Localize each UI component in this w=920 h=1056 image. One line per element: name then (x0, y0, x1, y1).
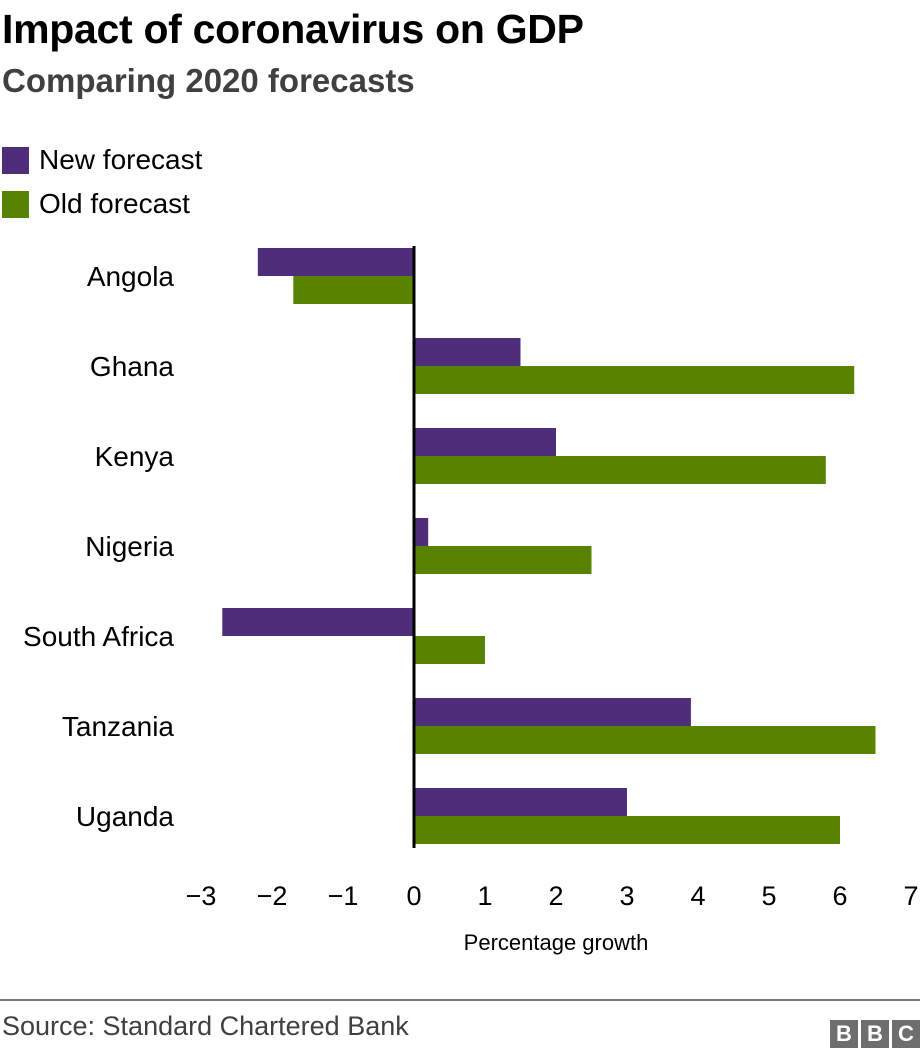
bar-old-forecast (414, 456, 826, 484)
bar-old-forecast (414, 636, 485, 664)
x-tick-label: 3 (619, 881, 634, 911)
source-note: Source: Standard Chartered Bank (2, 1011, 409, 1041)
legend-swatch-old-forecast (2, 190, 29, 218)
bar-old-forecast (414, 546, 592, 574)
bbc-logo-letter: C (892, 1020, 920, 1048)
x-tick-label: 7 (903, 881, 918, 911)
footer-divider (0, 999, 920, 1001)
bbc-logo-letter: B (861, 1020, 889, 1048)
x-tick-label: −3 (186, 881, 217, 911)
category-label: South Africa (23, 621, 174, 652)
x-tick-label: 6 (832, 881, 847, 911)
bar-chart: Angola Ghana Kenya Nigeria South Africa Tanza… (23, 246, 919, 955)
legend-swatch-new-forecast (2, 146, 29, 174)
legend-label-old-forecast: Old forecast (39, 188, 190, 219)
x-tick-label: 2 (548, 881, 563, 911)
x-tick-label: −1 (328, 881, 359, 911)
bar-new-forecast (414, 788, 627, 816)
x-tick-label: 0 (406, 881, 421, 911)
bar-new-forecast (414, 428, 556, 456)
bbc-logo-letter: B (830, 1020, 858, 1048)
category-label: Angola (87, 261, 175, 292)
category-label: Nigeria (85, 531, 174, 562)
x-tick-label: 1 (477, 881, 492, 911)
bars (222, 248, 876, 844)
bar-old-forecast (414, 366, 855, 394)
x-tick-label: −2 (257, 881, 288, 911)
category-label: Ghana (90, 351, 174, 382)
category-label: Kenya (95, 441, 175, 472)
legend-item-old-forecast: Old forecast (2, 182, 202, 226)
bar-new-forecast (222, 608, 414, 636)
legend-label-new-forecast: New forecast (39, 144, 203, 175)
legend-item-new-forecast: New forecast (2, 138, 202, 182)
legend: New forecast Old forecast (2, 138, 202, 226)
x-tick-label: 4 (690, 881, 705, 911)
bar-old-forecast (414, 726, 876, 754)
chart-subtitle: Comparing 2020 forecasts (2, 62, 415, 99)
x-tick-labels: −3 −2 −1 0 1 2 3 4 5 6 7 (186, 881, 919, 911)
bar-new-forecast (257, 248, 414, 276)
chart-title: Impact of coronavirus on GDP (2, 6, 584, 52)
category-label: Tanzania (62, 711, 175, 742)
x-axis-label: Percentage growth (464, 930, 649, 955)
category-labels: Angola Ghana Kenya Nigeria South Africa Tanza… (23, 261, 174, 832)
bar-old-forecast (414, 816, 840, 844)
bar-old-forecast (293, 276, 414, 304)
category-label: Uganda (76, 801, 175, 832)
bbc-logo: B B C (830, 1020, 920, 1048)
bar-new-forecast (414, 698, 691, 726)
x-tick-label: 5 (761, 881, 776, 911)
bar-new-forecast (414, 338, 521, 366)
bar-new-forecast (414, 518, 429, 546)
